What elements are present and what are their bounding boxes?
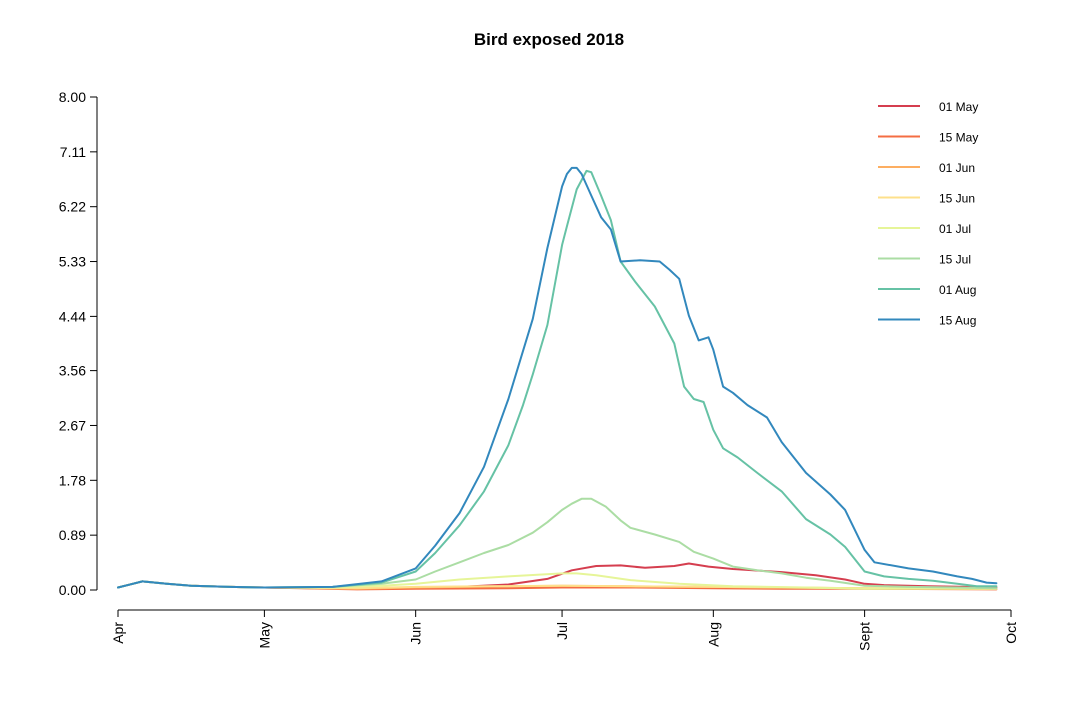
- legend-label: 15 Aug: [939, 314, 976, 328]
- x-tick-label: Oct: [1003, 622, 1019, 644]
- x-tick-label: Aug: [705, 622, 721, 647]
- legend: 01 May 15 May 01 Jun 15 Jun 01 Jul 15 Jul 01 A…: [878, 100, 978, 328]
- legend-label: 15 May: [939, 131, 978, 145]
- y-tick-label: 4.44: [59, 308, 86, 324]
- series-line-01-aug: [117, 169, 998, 589]
- y-tick-label: 5.33: [59, 254, 86, 270]
- x-tick-label: Jul: [554, 622, 570, 640]
- series-line-15-aug: [117, 166, 998, 589]
- y-tick-label: 8.00: [59, 89, 86, 105]
- x-tick-label: Sept: [857, 622, 873, 651]
- y-tick-label: 6.22: [59, 199, 86, 215]
- y-axis: 0.00 0.89 1.78 2.67 3.56 4.44 5.33 6.22 7.11 8.00: [59, 89, 98, 598]
- x-tick-label: Apr: [110, 622, 126, 644]
- y-tick-label: 2.67: [59, 417, 86, 433]
- x-axis: Apr May Jun Jul Aug Sept Oct: [110, 609, 1019, 651]
- y-tick-label: 1.78: [59, 472, 86, 488]
- x-tick-label: May: [256, 622, 272, 648]
- y-tick-label: 0.89: [59, 527, 86, 543]
- legend-label: 01 Aug: [939, 283, 976, 297]
- y-tick-label: 7.11: [60, 144, 86, 160]
- legend-label: 15 Jul: [939, 253, 971, 267]
- legend-label: 15 Jun: [939, 192, 975, 206]
- series-lines: [117, 166, 998, 591]
- y-tick-label: 0.00: [59, 582, 86, 598]
- legend-label: 01 Jun: [939, 161, 975, 175]
- y-tick-label: 3.56: [59, 363, 86, 379]
- legend-label: 01 May: [939, 100, 978, 114]
- x-tick-label: Jun: [408, 622, 424, 645]
- chart-title: Bird exposed 2018: [474, 30, 624, 49]
- legend-label: 01 Jul: [939, 222, 971, 236]
